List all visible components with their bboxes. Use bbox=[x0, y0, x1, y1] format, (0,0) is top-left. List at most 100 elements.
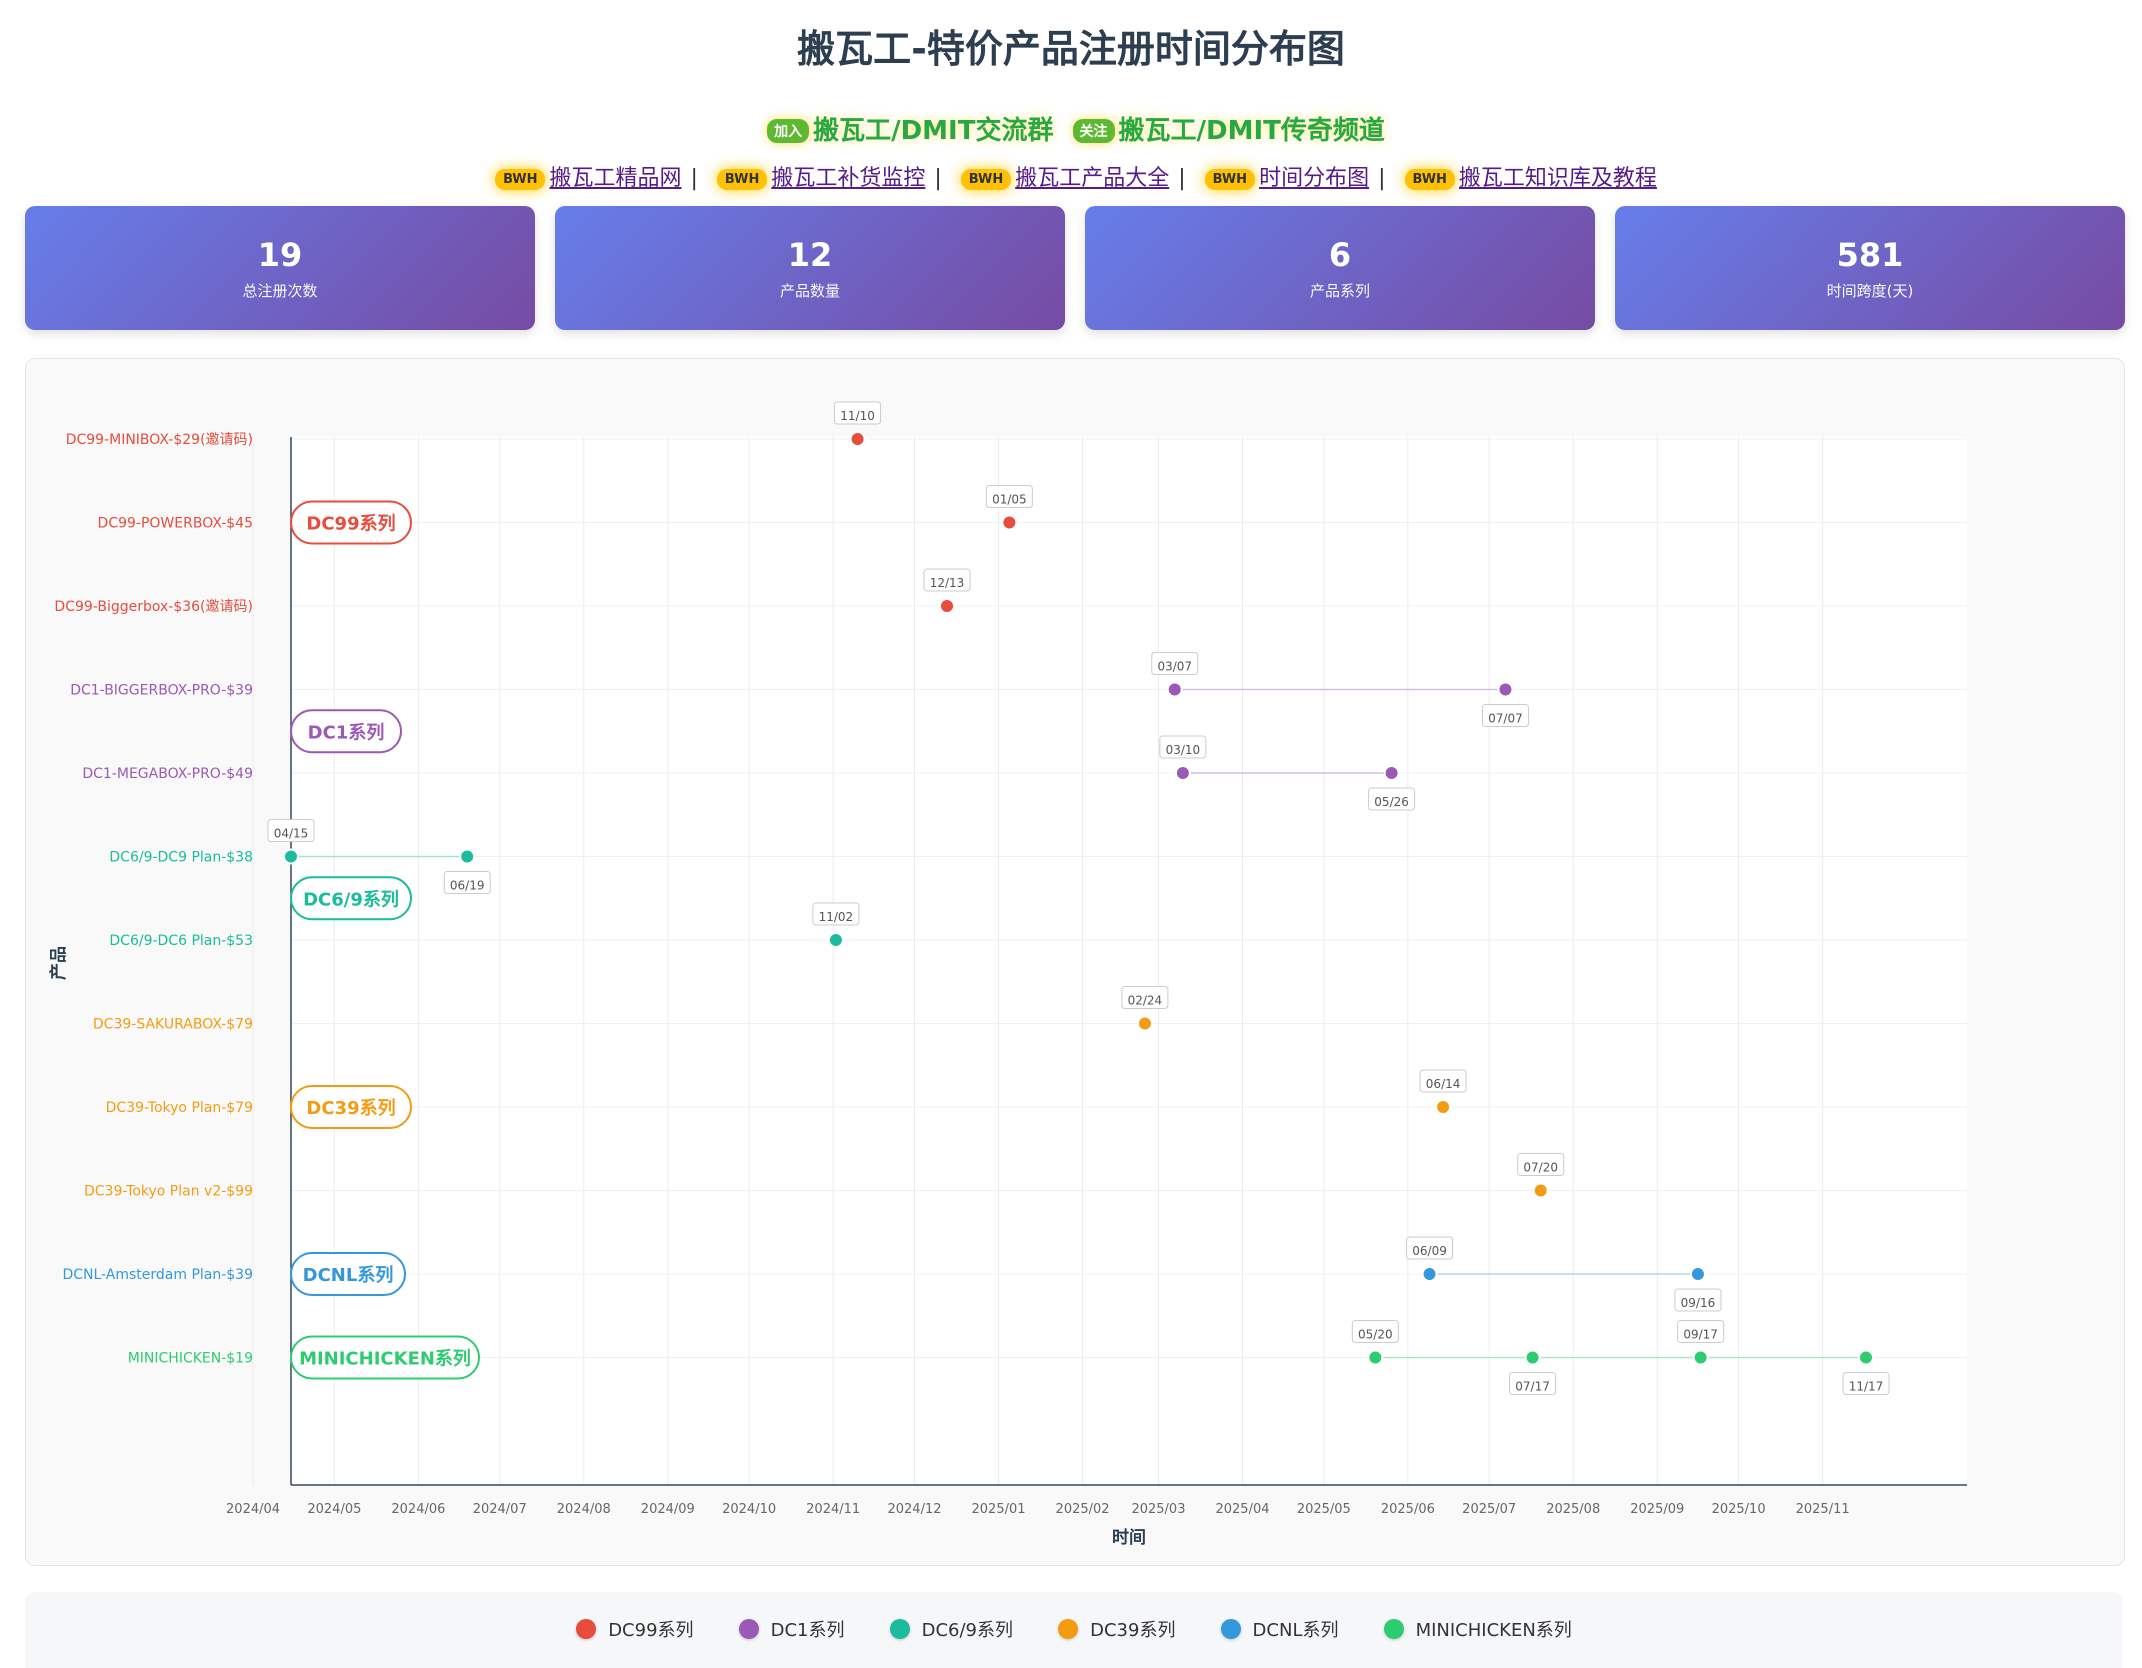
product-label: MINICHICKEN-$19 bbox=[128, 1351, 253, 1367]
date-label: 03/10 bbox=[1166, 743, 1201, 757]
product-label: DC1-BIGGERBOX-PRO-$39 bbox=[70, 683, 253, 699]
links-row: BWH 搬瓦工精品网 | BWH 搬瓦工补货监控 | BWH 搬瓦工产品大全 | BW… bbox=[0, 160, 2142, 192]
registration-point bbox=[939, 598, 956, 614]
legend-item: DC1系列 bbox=[738, 1616, 845, 1642]
legend-item: DCNL系列 bbox=[1220, 1616, 1339, 1642]
date-label: 07/07 bbox=[1488, 712, 1523, 726]
product-label: DC39-SAKURABOX-$79 bbox=[93, 1017, 253, 1033]
x-tick-label: 2024/11 bbox=[806, 1502, 860, 1517]
registration-point bbox=[459, 848, 476, 865]
page-title: 搬瓦工-特价产品注册时间分布图 bbox=[797, 27, 1345, 71]
bwh-badge: BWH bbox=[1404, 169, 1455, 190]
date-label: 03/07 bbox=[1157, 660, 1192, 674]
registration-point bbox=[1532, 1182, 1549, 1199]
product-label: DCNL-Amsterdam Plan-$39 bbox=[62, 1267, 253, 1283]
date-label: 07/17 bbox=[1515, 1380, 1550, 1394]
bwh-badge: BWH bbox=[716, 169, 768, 190]
legend-dot-icon bbox=[1058, 1619, 1079, 1639]
series-badge-label: MINICHICKEN系列 bbox=[299, 1349, 471, 1370]
registration-point bbox=[1421, 1266, 1438, 1282]
date-label-box bbox=[443, 871, 491, 894]
product-label: DC99-POWERBOX-$45 bbox=[98, 516, 253, 532]
registration-point bbox=[1367, 1349, 1384, 1366]
link-timeline[interactable]: 时间分布图 bbox=[1259, 166, 1370, 191]
date-label-box bbox=[1509, 1372, 1557, 1395]
legend-label: DC99系列 bbox=[608, 1620, 694, 1641]
link-knowledge-base[interactable]: 搬瓦工知识库及教程 bbox=[1458, 166, 1657, 191]
product-label: DC99-MINIBOX-$29(邀请码) bbox=[66, 432, 253, 448]
series-badge-label: DC99系列 bbox=[306, 514, 395, 535]
x-tick-label: 2024/05 bbox=[307, 1502, 361, 1517]
link-separator: | bbox=[934, 166, 942, 191]
date-label-box bbox=[1151, 652, 1199, 675]
x-tick-label: 2025/05 bbox=[1297, 1502, 1351, 1517]
legend-label: DC39系列 bbox=[1090, 1620, 1176, 1641]
x-tick-label: 2025/08 bbox=[1546, 1502, 1600, 1517]
chart-panel: 2024/04 2024/05 2024/06 2024/07 2024/08 2024/… bbox=[25, 358, 2125, 1566]
x-tick-label: 2024/09 bbox=[641, 1502, 695, 1517]
stat-value: 12 bbox=[787, 236, 833, 274]
link-bwh-featured[interactable]: 搬瓦工精品网 bbox=[549, 166, 682, 191]
registration-point bbox=[1497, 681, 1514, 698]
date-label-box bbox=[267, 819, 315, 842]
legend-item: MINICHICKEN系列 bbox=[1383, 1616, 1572, 1642]
date-label: 07/20 bbox=[1523, 1161, 1558, 1175]
product-label: DC39-Tokyo Plan-$79 bbox=[106, 1100, 253, 1116]
stat-value: 19 bbox=[257, 236, 303, 274]
bwh-badge: BWH bbox=[495, 169, 546, 190]
link-restock-monitor[interactable]: 搬瓦工补货监控 bbox=[771, 166, 926, 191]
stat-card-time-span: 581 时间跨度(天) bbox=[1615, 206, 2125, 330]
follow-badge: 关注 bbox=[1072, 119, 1115, 143]
x-tick-label: 2024/10 bbox=[722, 1502, 776, 1517]
date-label: 04/15 bbox=[274, 827, 309, 841]
join-badge: 加入 bbox=[767, 119, 810, 143]
stat-card-product-count: 12 产品数量 bbox=[555, 206, 1065, 330]
legend-item: DC99系列 bbox=[576, 1616, 694, 1642]
registration-point bbox=[827, 932, 844, 948]
link-product-catalog[interactable]: 搬瓦工产品大全 bbox=[1015, 166, 1170, 191]
legend-label: DCNL系列 bbox=[1252, 1620, 1339, 1641]
series-badge-label: DC1系列 bbox=[308, 722, 385, 743]
date-label-box bbox=[1481, 704, 1529, 727]
legend-dot-icon bbox=[889, 1619, 910, 1639]
date-label: 09/16 bbox=[1681, 1296, 1716, 1310]
date-label: 02/24 bbox=[1128, 994, 1163, 1008]
series-badge bbox=[290, 876, 412, 921]
stat-card-series-count: 6 产品系列 bbox=[1085, 206, 1595, 330]
timeline-chart: 2024/04 2024/05 2024/06 2024/07 2024/08 2024/… bbox=[26, 401, 1967, 1548]
product-label: DC39-Tokyo Plan v2-$99 bbox=[84, 1184, 253, 1200]
date-label-box bbox=[1159, 735, 1207, 759]
x-tick-label: 2025/07 bbox=[1462, 1502, 1516, 1517]
x-tick-label: 2025/03 bbox=[1131, 1502, 1185, 1517]
date-label-box bbox=[923, 568, 971, 592]
registration-point bbox=[1383, 765, 1400, 781]
date-label: 05/20 bbox=[1358, 1328, 1393, 1342]
link-separator: | bbox=[1378, 166, 1386, 191]
legend-item: DC6/9系列 bbox=[889, 1616, 1013, 1642]
date-label-box bbox=[1677, 1320, 1725, 1343]
registration-point bbox=[283, 848, 299, 865]
stat-value: 6 bbox=[1328, 236, 1352, 274]
series-badge-label: DC6/9系列 bbox=[303, 889, 399, 910]
legend-label: MINICHICKEN系列 bbox=[1415, 1620, 1572, 1641]
y-axis-title: 产品 bbox=[48, 946, 69, 980]
x-tick-label: 2025/09 bbox=[1630, 1502, 1684, 1517]
stat-label: 产品数量 bbox=[779, 282, 840, 300]
x-tick-label: 2024/08 bbox=[557, 1502, 611, 1517]
join-group-link[interactable]: 搬瓦工/DMIT交流群 bbox=[813, 116, 1054, 146]
date-label-box bbox=[1406, 1236, 1454, 1260]
legend: DC99系列 DC1系列 DC6/9系列 DC39系列 DCNL系列 MINIC… bbox=[25, 1592, 2123, 1668]
bwh-badge: BWH bbox=[1204, 169, 1256, 190]
registration-point bbox=[1692, 1349, 1709, 1366]
follow-channel-link[interactable]: 搬瓦工/DMIT传奇频道 bbox=[1118, 116, 1385, 146]
product-label: DC6/9-DC6 Plan-$53 bbox=[109, 933, 253, 949]
legend-label: DC1系列 bbox=[770, 1620, 845, 1641]
stats-row: 19 总注册次数 12 产品数量 6 产品系列 581 时间跨度(天) bbox=[25, 206, 2125, 330]
x-tick-label: 2025/10 bbox=[1712, 1502, 1766, 1517]
x-tick-label: 2025/04 bbox=[1215, 1502, 1269, 1517]
series-badge bbox=[290, 500, 412, 545]
product-label: DC6/9-DC9 Plan-$38 bbox=[109, 850, 253, 866]
date-label-box bbox=[1517, 1153, 1565, 1176]
legend-dot-icon bbox=[1383, 1619, 1404, 1639]
date-label-box bbox=[1368, 787, 1416, 811]
